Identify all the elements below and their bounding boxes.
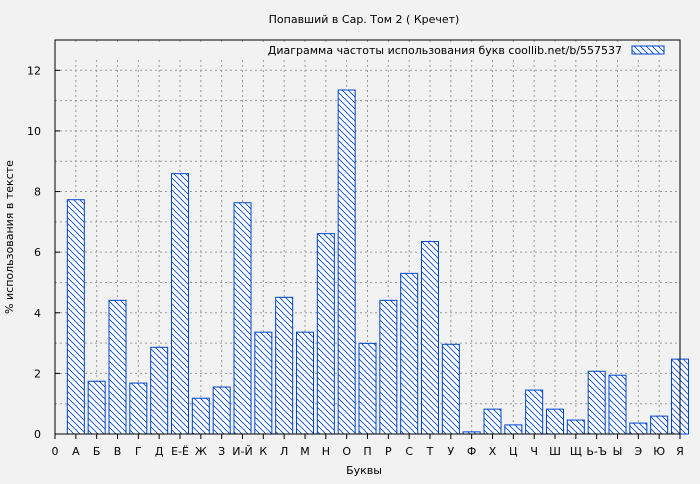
x-tick-label: З <box>218 445 225 458</box>
x-tick-label: В <box>114 445 122 458</box>
x-tick-label: 0 <box>52 445 59 458</box>
x-tick-label: П <box>363 445 371 458</box>
chart-title: Попавший в Сар. Том 2 ( Кречет) <box>269 13 460 26</box>
y-tick-label: 4 <box>34 307 41 320</box>
bar-В <box>108 299 127 435</box>
y-axis-label: % использования в тексте <box>3 160 16 314</box>
y-tick-label: 0 <box>34 428 41 441</box>
bar-Ы <box>608 374 627 435</box>
x-tick-label: Ц <box>509 445 518 458</box>
bar-Щ <box>566 419 585 435</box>
bar-М <box>296 331 314 435</box>
bar-Д <box>150 346 169 435</box>
x-tick-label: Ж <box>195 445 207 458</box>
x-tick-label: Г <box>135 445 142 458</box>
x-tick-label: Д <box>155 445 164 458</box>
x-tick-label: А <box>72 445 80 458</box>
bar-З <box>212 386 231 435</box>
x-tick-label: У <box>447 445 454 458</box>
bar-Э <box>629 422 648 435</box>
x-tick-label: М <box>300 445 310 458</box>
bar-Ь-Ъ <box>587 370 606 435</box>
bar-Х <box>483 408 502 435</box>
x-tick-label: Ь-Ъ <box>586 445 607 458</box>
x-tick-label: К <box>259 445 267 458</box>
bar-Г <box>129 382 148 435</box>
x-tick-label: О <box>342 445 351 458</box>
bar-Ц <box>504 424 523 435</box>
bar-О <box>337 89 356 435</box>
bar-А <box>66 199 85 435</box>
bar-Н <box>316 233 335 435</box>
bar-Ш <box>546 408 564 435</box>
bar-У <box>441 343 460 435</box>
x-tick-label: Ч <box>530 445 538 458</box>
x-tick-label: Н <box>322 445 330 458</box>
x-axis-label: Буквы <box>346 464 382 477</box>
x-tick-label: Щ <box>570 445 582 458</box>
bar-Е-Ё <box>171 173 189 435</box>
x-tick-label: Ш <box>549 445 561 458</box>
legend: Диаграмма частоты использования букв coo… <box>60 42 677 58</box>
bar-Р <box>379 299 398 435</box>
y-tick-label: 10 <box>27 125 41 138</box>
x-tick-label: Я <box>676 445 684 458</box>
bar-С <box>400 272 419 435</box>
x-tick-label: Б <box>93 445 101 458</box>
x-tick-label: Е-Ё <box>171 445 189 458</box>
x-tick-label: Л <box>280 445 288 458</box>
x-tick-label: Э <box>634 445 642 458</box>
y-tick-label: 8 <box>34 186 41 199</box>
x-tick-label: Т <box>426 445 434 458</box>
bar-Ю <box>650 415 669 435</box>
x-tick-label: Р <box>385 445 392 458</box>
grid <box>55 40 680 434</box>
y-tick-label: 2 <box>34 367 41 380</box>
bar-Т <box>421 241 439 435</box>
legend-label: Диаграмма частоты использования букв coo… <box>268 44 622 57</box>
bar-Ж <box>191 397 210 435</box>
x-tick-label: Ю <box>653 445 665 458</box>
x-tick-label: С <box>405 445 413 458</box>
y-tick-label: 12 <box>27 64 41 77</box>
bar-Б <box>87 380 106 435</box>
bar-К <box>254 331 273 435</box>
y-tick-label: 6 <box>34 246 41 259</box>
x-tick-label: Х <box>489 445 497 458</box>
legend-swatch <box>631 45 665 55</box>
bar-Л <box>275 296 294 435</box>
bar-Ч <box>525 389 544 435</box>
x-tick-label: Ф <box>467 445 476 458</box>
x-tick-label: Ы <box>613 445 623 458</box>
bar-И-Й <box>233 202 252 435</box>
bar-П <box>358 342 377 435</box>
x-tick-label: И-Й <box>232 445 252 458</box>
